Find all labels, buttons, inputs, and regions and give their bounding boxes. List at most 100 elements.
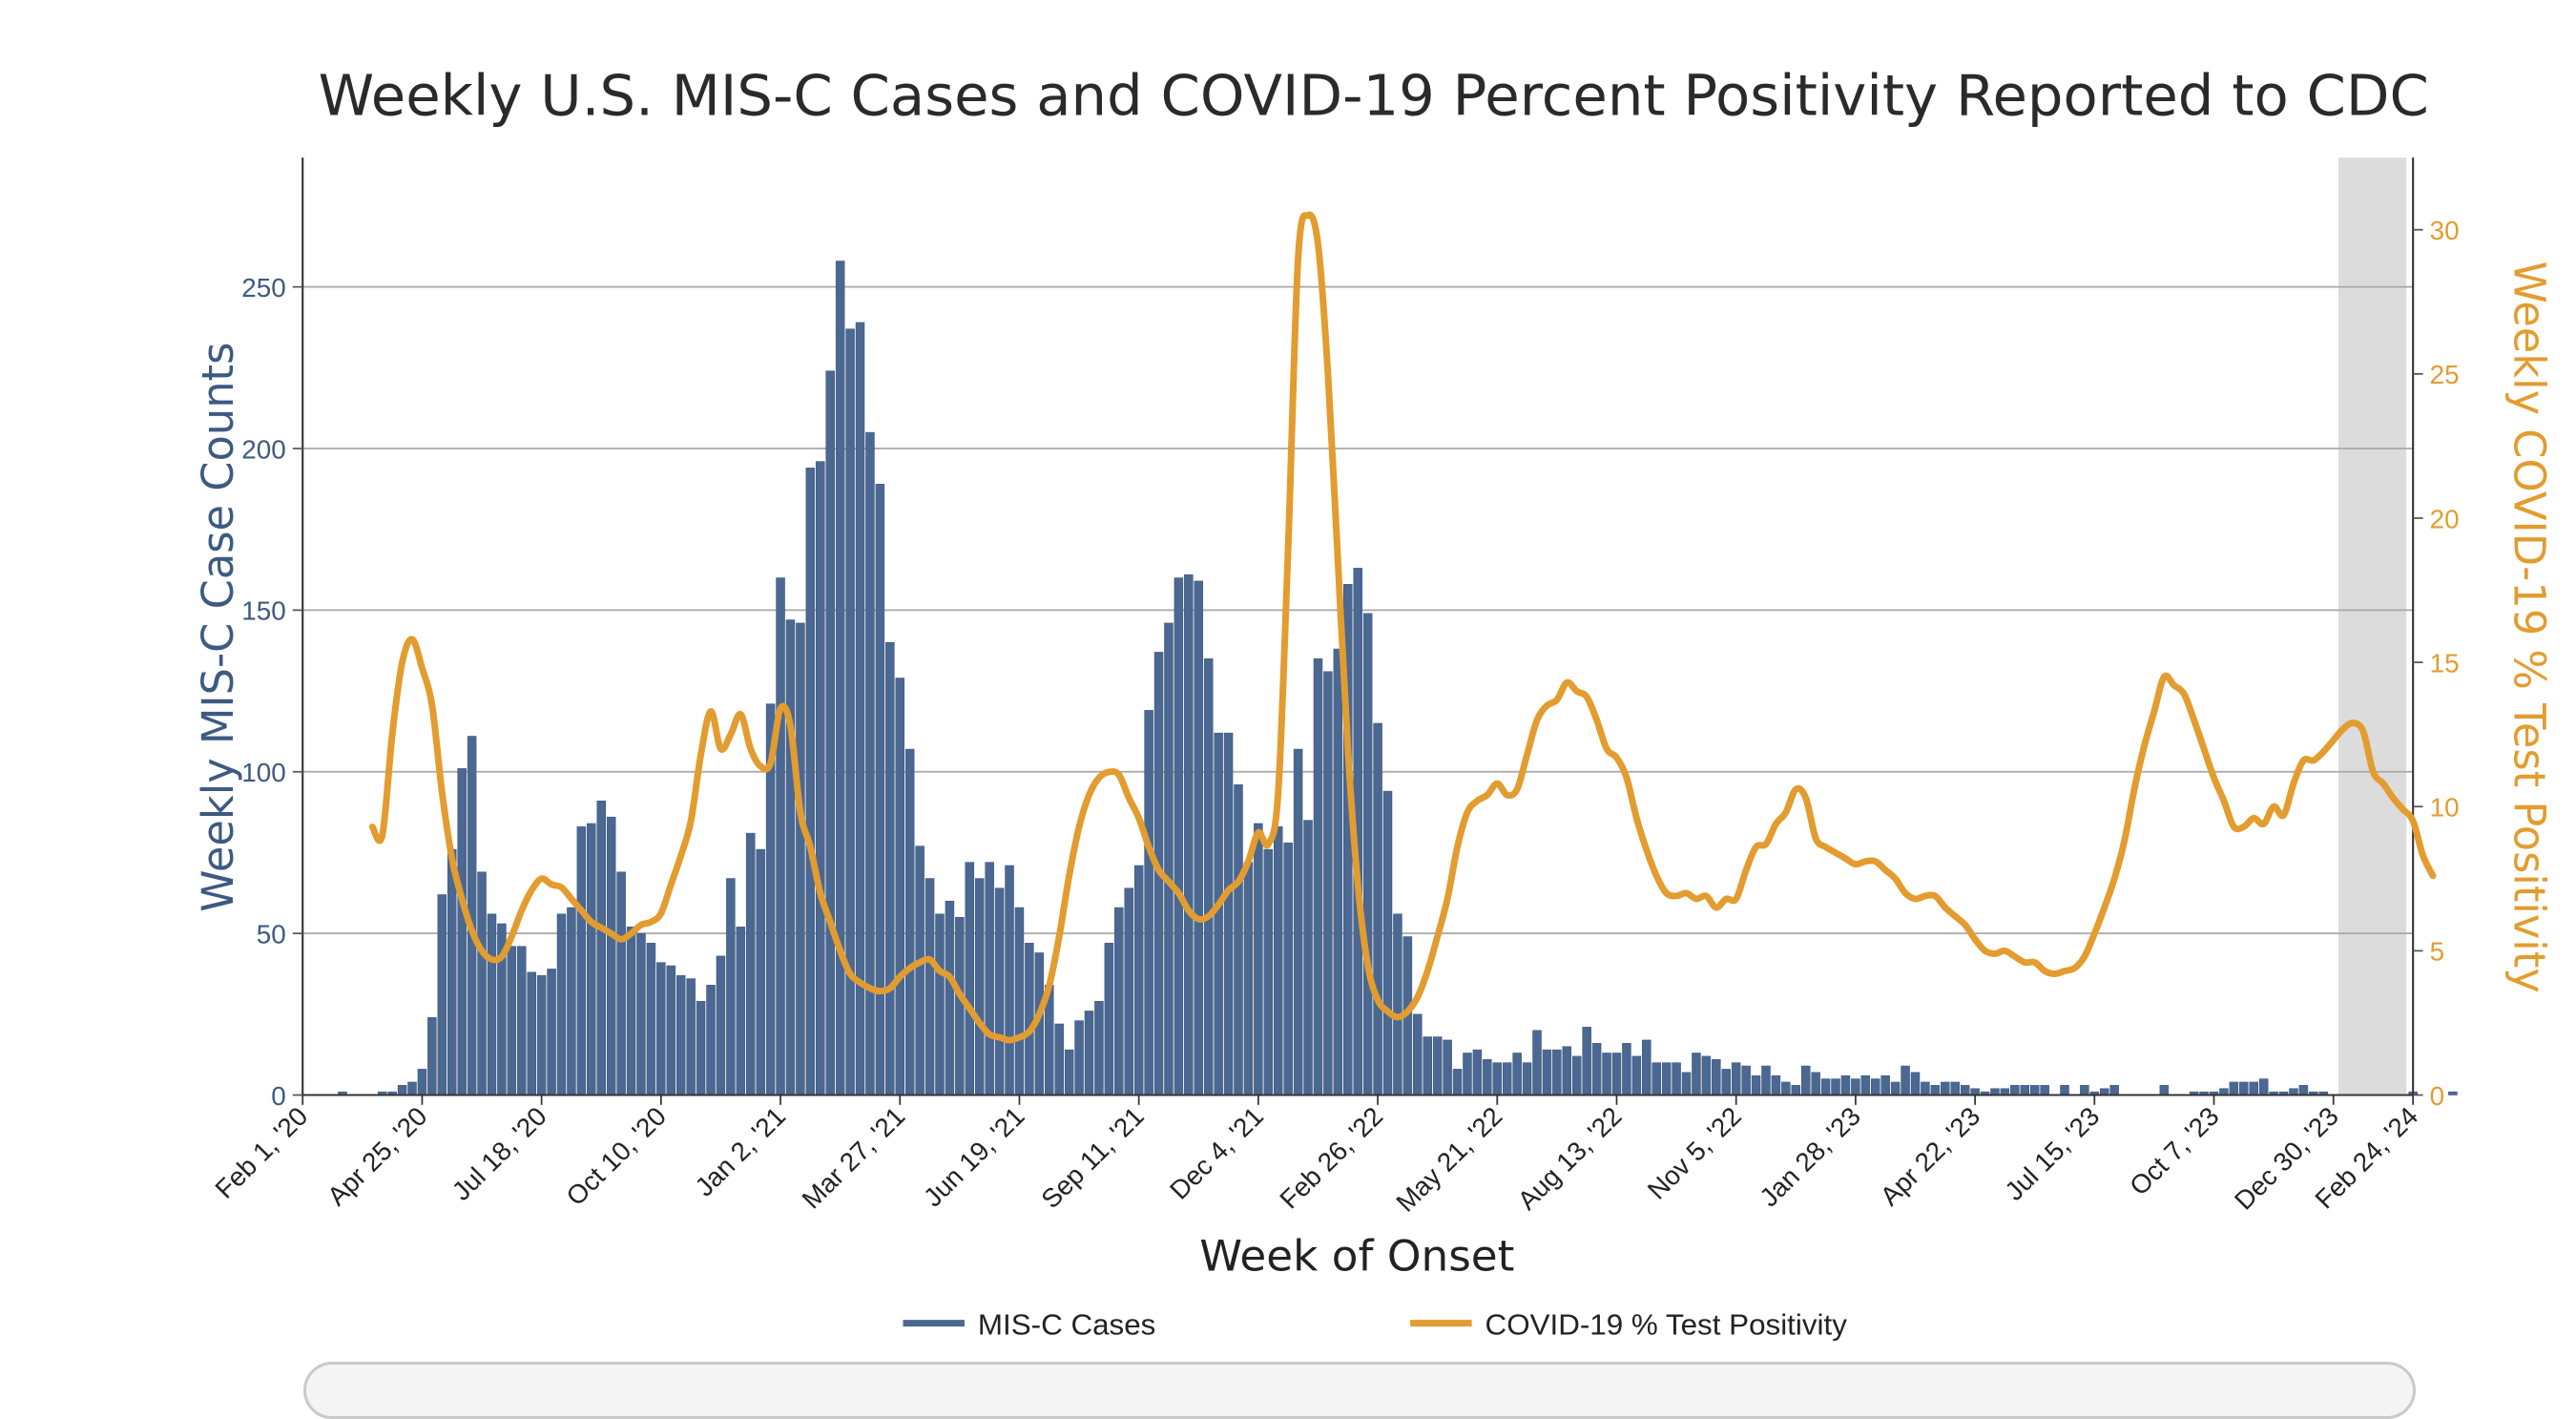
- bar: [1791, 1085, 1801, 1096]
- bar: [1781, 1081, 1791, 1096]
- bar: [825, 370, 835, 1096]
- bar: [1871, 1078, 1880, 1096]
- bar: [935, 913, 945, 1096]
- bar: [616, 871, 626, 1096]
- legend-label-positivity[interactable]: COVID-19 % Test Positivity: [1485, 1308, 1848, 1342]
- bar: [2249, 1081, 2258, 1096]
- bar: [1483, 1058, 1492, 1096]
- bar: [527, 971, 536, 1096]
- bar: [417, 1069, 427, 1096]
- x-tick-label: Feb 26, '22: [1274, 1101, 1388, 1214]
- bar: [816, 461, 825, 1096]
- bar: [2109, 1085, 2119, 1096]
- axes: [301, 157, 2415, 1096]
- bar: [646, 943, 656, 1096]
- bar: [1930, 1085, 1941, 1096]
- bar: [985, 862, 994, 1096]
- bar: [1552, 1049, 1562, 1096]
- bar: [1672, 1062, 1681, 1096]
- x-tick-label: Jul 18, '20: [447, 1101, 552, 1206]
- bar: [1890, 1081, 1901, 1096]
- bar: [1094, 1001, 1104, 1096]
- bar: [1074, 1020, 1084, 1096]
- bar: [955, 916, 965, 1096]
- shaded-region: [2337, 157, 2407, 1096]
- bar: [1542, 1049, 1552, 1096]
- bar: [994, 887, 1005, 1096]
- y-tick-label: 250: [241, 273, 286, 303]
- bar: [1283, 843, 1293, 1096]
- bar: [1194, 580, 1204, 1096]
- range-slider[interactable]: [303, 1362, 2416, 1419]
- bar: [547, 969, 556, 1096]
- y-tick-label: 150: [241, 596, 286, 626]
- bar: [1303, 820, 1313, 1096]
- bar: [1811, 1072, 1820, 1096]
- bar: [1243, 862, 1254, 1096]
- y2-tick-label: 30: [2430, 216, 2460, 245]
- bar: [686, 978, 696, 1096]
- bar: [1124, 887, 1133, 1096]
- bar: [636, 932, 646, 1096]
- bar: [556, 913, 567, 1096]
- x-tick-label: Jul 15, '23: [1999, 1101, 2105, 1206]
- bar: [2239, 1081, 2249, 1096]
- bar: [895, 678, 905, 1096]
- bar: [915, 845, 924, 1096]
- bar: [1831, 1078, 1840, 1096]
- bar: [1910, 1072, 1921, 1096]
- x-tick-label: Dec 4, '21: [1164, 1101, 1269, 1205]
- bar: [1642, 1039, 1652, 1096]
- bar: [1263, 848, 1274, 1096]
- bar: [1631, 1055, 1642, 1096]
- bar: [1880, 1075, 1890, 1096]
- legend-label-mis-c[interactable]: MIS-C Cases: [978, 1308, 1155, 1342]
- bar: [1293, 748, 1303, 1096]
- left-axis-ticks: 0 50 100 150 200 250: [241, 273, 303, 1111]
- bar: [1901, 1065, 1910, 1096]
- bar: [1382, 790, 1393, 1096]
- bar: [1084, 1011, 1094, 1096]
- legend[interactable]: MIS-C Cases COVID-19 % Test Positivity: [903, 1308, 1847, 1342]
- bar: [1133, 865, 1144, 1096]
- bar: [1512, 1053, 1522, 1096]
- bar: [1432, 1036, 1443, 1096]
- bar: [1820, 1078, 1831, 1096]
- bar: [666, 965, 676, 1096]
- x-axis-title: Week of Onset: [1199, 1231, 1514, 1282]
- bar: [1254, 823, 1263, 1096]
- x-tick-label: Aug 13, '22: [1512, 1101, 1628, 1216]
- bar: [517, 946, 527, 1096]
- bar: [696, 1001, 706, 1096]
- bar: [1362, 613, 1373, 1096]
- positivity-line: [368, 211, 2437, 1044]
- bar: [397, 1085, 407, 1096]
- bar: [1941, 1081, 1950, 1096]
- bar: [1681, 1072, 1692, 1096]
- y-tick-label: 50: [257, 920, 286, 949]
- x-tick-label: Feb 1, '20: [209, 1101, 313, 1204]
- bar: [1423, 1036, 1432, 1096]
- bar: [1443, 1039, 1452, 1096]
- bar: [675, 974, 686, 1096]
- bar: [596, 800, 606, 1096]
- bar: [1731, 1062, 1741, 1096]
- bar: [1025, 943, 1034, 1096]
- bar: [2010, 1085, 2020, 1096]
- bar: [796, 622, 805, 1096]
- bar: [736, 927, 746, 1096]
- x-tick-label: Mar 27, '21: [796, 1101, 910, 1214]
- bar: [1532, 1030, 1542, 1096]
- bar: [2040, 1085, 2049, 1096]
- bar: [477, 871, 487, 1096]
- y2-axis-title: Weekly COVID-19 % Test Positivity: [2503, 261, 2554, 993]
- bar: [1652, 1062, 1661, 1096]
- y2-tick-label: 15: [2430, 649, 2460, 678]
- bar: [805, 468, 816, 1096]
- bar: [1761, 1065, 1771, 1096]
- bar: [2258, 1078, 2269, 1096]
- bar: [1005, 865, 1014, 1096]
- bar: [924, 878, 935, 1096]
- plot-background: [2337, 157, 2407, 1096]
